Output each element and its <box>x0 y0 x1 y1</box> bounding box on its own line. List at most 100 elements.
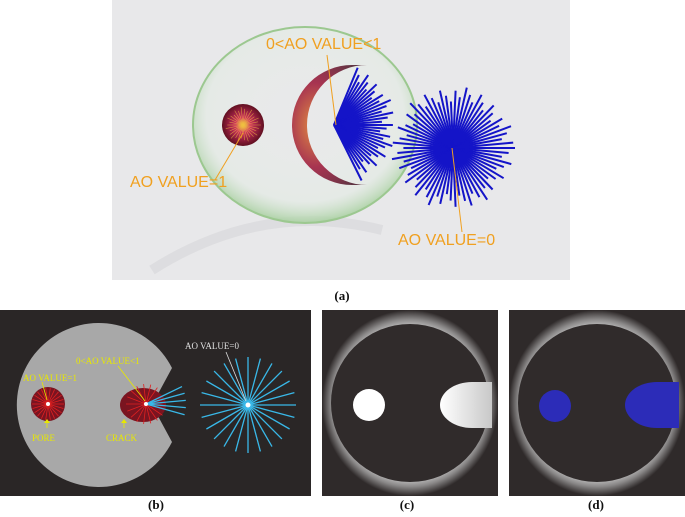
ray-line <box>333 124 363 181</box>
ray-line <box>247 404 262 452</box>
ray-line <box>242 113 254 126</box>
panel-d-illustration <box>509 310 685 496</box>
ray-line <box>47 399 64 405</box>
ray-line <box>235 124 244 139</box>
panel-b-illustration <box>16 323 296 487</box>
panel-b-schematic: AO VALUE=1 0<AO VALUE<1 AO VALUE=0 PORE … <box>0 310 311 496</box>
ray-line <box>247 391 295 406</box>
ray-line <box>47 394 62 405</box>
ray-line <box>247 404 295 419</box>
ray-line <box>242 121 259 126</box>
open-ray-star <box>200 357 296 453</box>
caption-b: (b) <box>148 497 164 512</box>
ray-line <box>242 124 249 142</box>
label-crack: CRACK <box>106 433 138 443</box>
ray-line <box>247 358 262 406</box>
panel-c-illustration <box>322 310 498 496</box>
ray-line <box>242 109 253 126</box>
ray-line <box>234 358 249 406</box>
ray-line <box>242 124 245 141</box>
ray-line <box>32 403 49 409</box>
label-b-partial: 0<AO VALUE<1 <box>76 356 140 366</box>
crack-bright <box>440 382 492 428</box>
ray-line <box>41 403 49 419</box>
ray-line <box>242 124 258 136</box>
ray-line <box>247 404 273 447</box>
ray-line <box>242 124 259 129</box>
ray-line <box>227 117 244 126</box>
unoccluded-ray-star <box>391 87 515 207</box>
label-b-ao-one: AO VALUE=1 <box>23 373 77 383</box>
caption-c: (c) <box>399 497 415 512</box>
ray-line <box>45 403 49 420</box>
ray-line <box>47 389 55 405</box>
ray-line <box>223 404 249 447</box>
ray-line <box>242 117 259 126</box>
ray-line <box>213 370 249 406</box>
ray-line <box>242 124 254 137</box>
ray-line <box>127 403 147 412</box>
ray-line <box>229 124 244 132</box>
panel-a-render: 0<AO VALUE<1 AO VALUE=1 AO VALUE=0 <box>112 0 570 280</box>
ray-line <box>37 391 49 405</box>
ray-line <box>229 124 244 135</box>
ray-line <box>241 124 244 139</box>
ray-line <box>452 141 514 149</box>
ray-line <box>242 108 245 126</box>
crack-blue <box>625 382 679 428</box>
ray-line <box>47 403 62 414</box>
ray-line <box>234 404 249 452</box>
ray-line <box>34 394 49 405</box>
ray-line <box>242 111 248 126</box>
label-partial-ao: 0<AO VALUE<1 <box>266 36 382 53</box>
ray-line <box>145 384 152 405</box>
label-ao-one: AO VALUE=1 <box>130 174 228 191</box>
ray-line <box>213 404 249 440</box>
label-pore: PORE <box>32 433 56 443</box>
ray-line <box>238 110 244 126</box>
ray-line <box>47 403 64 409</box>
ray-line <box>136 386 147 405</box>
panel-d-ao-render <box>509 310 685 496</box>
ray-line <box>41 389 49 405</box>
ray-line <box>145 403 163 416</box>
caption-a: (a) <box>334 288 350 303</box>
ray-line <box>47 403 59 417</box>
ray-line <box>237 124 244 141</box>
ray-line <box>47 388 51 405</box>
leader-ao1 <box>214 132 244 181</box>
ray-line <box>145 387 158 405</box>
label-b-ao-zero: AO VALUE=0 <box>185 341 239 351</box>
pore-sphere <box>222 104 264 146</box>
ray-line <box>230 124 244 139</box>
panel-c-ao-render <box>322 310 498 496</box>
ray-line <box>247 404 283 440</box>
ray-line <box>247 380 290 406</box>
ray-line <box>201 404 249 419</box>
ray-line <box>47 403 55 419</box>
ray-line <box>34 403 49 414</box>
caption-d: (d) <box>588 497 604 512</box>
ray-line <box>143 403 147 424</box>
panel-a-illustration <box>149 26 515 275</box>
ray-line <box>234 110 244 126</box>
ray-line <box>242 116 255 126</box>
leader-ao0 <box>451 147 463 233</box>
ray-line <box>143 384 147 405</box>
ray-line <box>247 363 273 406</box>
ray-line <box>145 399 186 405</box>
dark-disc <box>518 324 676 482</box>
ray-line <box>201 391 249 406</box>
ray-line <box>145 403 186 409</box>
ray-line <box>242 124 251 138</box>
ray-line <box>145 403 185 416</box>
ray-line <box>242 124 257 132</box>
ray-line <box>145 386 183 405</box>
ray-line <box>229 121 244 126</box>
ray-line <box>206 404 249 430</box>
ray-line <box>127 396 147 405</box>
crack-hemisphere <box>292 65 394 185</box>
ray-line <box>145 392 185 405</box>
ray-line <box>247 370 283 406</box>
material-disc <box>16 323 172 487</box>
